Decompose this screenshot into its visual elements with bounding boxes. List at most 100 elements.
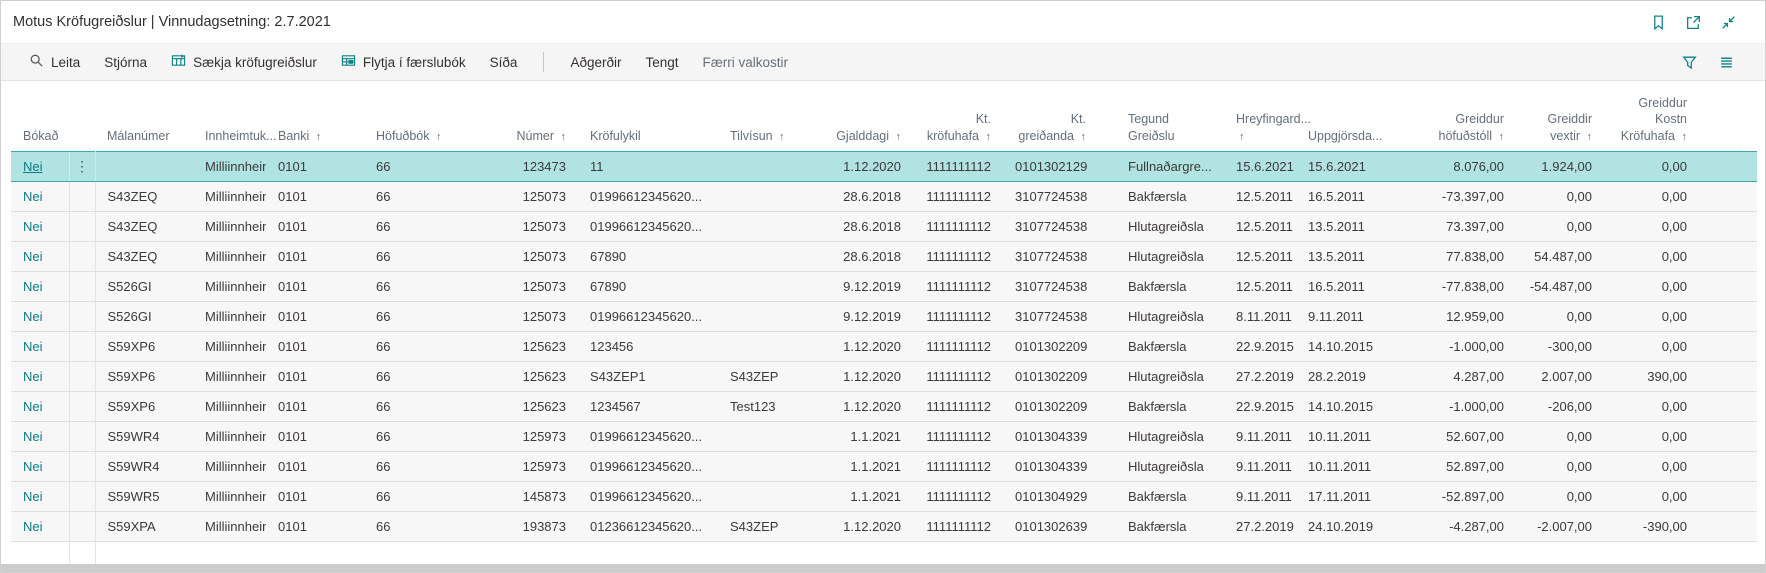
cell-hofudbok[interactable]: 66 [364, 181, 463, 212]
bokad-link[interactable]: Nei [23, 248, 43, 264]
bokad-link[interactable]: Nei [23, 338, 43, 354]
cell-banki[interactable]: 0101 [266, 271, 364, 302]
cell-tilvisun[interactable]: S43ZEP [718, 361, 818, 392]
cell-kt_krofuhafa[interactable]: 1111111112 [913, 181, 1003, 212]
table-row[interactable]: NeiS59XP6Milliinnheim...010166125623S43Z… [11, 361, 1757, 392]
manage-menu[interactable]: Stjórna [104, 54, 148, 70]
column-header-tegund[interactable]: Tegund Greiðslu [1128, 112, 1175, 143]
cell-tegund[interactable]: Hlutagreiðsla [1116, 301, 1224, 332]
cell-g_vextir[interactable]: 0,00 [1516, 421, 1604, 452]
column-header-bokad[interactable]: Bókað [23, 128, 59, 143]
cell-gjalddagi[interactable]: 1.1.2021 [818, 451, 913, 482]
cell-g_kostn[interactable]: 0,00 [1604, 211, 1699, 242]
cell-bokad[interactable]: Nei [11, 241, 69, 272]
cell-kt_krofuhafa[interactable]: 1111111112 [913, 451, 1003, 482]
cell-malanumer[interactable]: S526GI [95, 271, 193, 302]
cell-hreyfingard[interactable]: 27.2.2019 [1224, 511, 1296, 542]
cell-gjalddagi[interactable]: 1.12.2020 [818, 331, 913, 362]
cell-numer[interactable]: 125973 [463, 421, 578, 452]
column-header-malanumer[interactable]: Málanúmer [107, 128, 170, 143]
fetch-payments-button[interactable]: Sækja kröfugreiðslur [159, 43, 329, 81]
search-button[interactable]: Leita [17, 43, 92, 81]
cell-uppgjorsda[interactable]: 14.10.2015 [1296, 331, 1388, 362]
cell-g_vextir[interactable]: 0,00 [1516, 211, 1604, 242]
cell-innheimtuk[interactable]: Milliinnheim... [193, 421, 266, 452]
bokad-link[interactable]: Nei [23, 398, 43, 414]
cell-uppgjorsda[interactable]: 13.5.2011 [1296, 211, 1388, 242]
cell-innheimtuk[interactable]: Milliinnheim... [193, 391, 266, 422]
column-header-g_vextir[interactable]: Greiddir vextir ↑ [1547, 112, 1592, 143]
cell-kt_greidanda[interactable]: 3107724538 [1003, 241, 1098, 272]
cell-tegund[interactable]: Bakfærsla [1116, 181, 1224, 212]
cell-g_vextir[interactable]: 2.007,00 [1516, 361, 1604, 392]
cell-hreyfingard[interactable]: 22.9.2015 [1224, 331, 1296, 362]
cell-g_vextir[interactable]: 0,00 [1516, 481, 1604, 512]
cell-kt_krofuhafa[interactable]: 1111111112 [913, 481, 1003, 512]
column-header-kt_krofuhafa[interactable]: Kt. kröfuhafa ↑ [926, 112, 991, 143]
cell-malanumer[interactable]: S59WR4 [95, 421, 193, 452]
bokad-link[interactable]: Nei [23, 368, 43, 384]
cell-g_kostn[interactable]: 0,00 [1604, 451, 1699, 482]
table-row[interactable]: Nei S59WR4Milliinnheim...0101661259730199… [11, 451, 1757, 482]
row-menu-cell[interactable] [68, 331, 96, 362]
row-menu-cell[interactable] [68, 391, 96, 422]
cell-malanumer[interactable]: S59WR4 [95, 451, 193, 482]
row-menu-cell[interactable] [68, 481, 96, 512]
cell-g_hofudstoll[interactable]: 73.397,00 [1388, 211, 1516, 242]
cell-hofudbok[interactable]: 66 [364, 421, 463, 452]
table-row[interactable]: Nei S59XP6Milliinnheim...0101661256231234… [11, 331, 1757, 362]
cell-innheimtuk[interactable]: Milliinnheim... [193, 361, 266, 392]
cell-bokad[interactable]: Nei [11, 211, 69, 242]
bokad-link[interactable]: Nei [23, 278, 43, 294]
column-header-tilvisun[interactable]: Tilvísun ↑ [730, 128, 785, 143]
cell-tegund[interactable]: Hlutagreiðsla [1116, 451, 1224, 482]
cell-kt_krofuhafa[interactable]: 1111111112 [913, 421, 1003, 452]
cell-kt_krofuhafa[interactable]: 1111111112 [913, 241, 1003, 272]
page-menu[interactable]: Síða [489, 54, 518, 70]
cell-banki[interactable]: 0101 [266, 150, 364, 182]
cell-numer[interactable]: 125073 [463, 301, 578, 332]
row-menu-cell[interactable] [68, 451, 96, 482]
cell-hofudbok[interactable]: 66 [364, 331, 463, 362]
open-in-new-icon[interactable] [1683, 12, 1704, 33]
cell-hofudbok[interactable]: 66 [364, 271, 463, 302]
column-header-krofulykil[interactable]: Kröfulykil [590, 128, 641, 143]
cell-tilvisun[interactable] [718, 181, 818, 212]
cell-uppgjorsda[interactable]: 10.11.2011 [1296, 451, 1388, 482]
cell-tilvisun[interactable]: Test123 [718, 391, 818, 422]
cell-uppgjorsda[interactable]: 28.2.2019 [1296, 361, 1388, 392]
cell-tilvisun[interactable] [718, 451, 818, 482]
cell-kt_greidanda[interactable]: 0101304339 [1003, 451, 1098, 482]
cell-hreyfingard[interactable]: 12.5.2011 [1224, 271, 1296, 302]
cell-kt_greidanda[interactable]: 3107724538 [1003, 271, 1098, 302]
cell-malanumer[interactable]: S59XP6 [95, 391, 193, 422]
cell-gjalddagi[interactable]: 1.12.2020 [818, 511, 913, 542]
cell-innheimtuk[interactable]: Milliinnheim... [193, 211, 266, 242]
cell-krofulykil[interactable]: 01996612345620... [578, 301, 718, 332]
cell-malanumer[interactable]: S59XP6 [95, 361, 193, 392]
cell-uppgjorsda[interactable]: 9.11.2011 [1296, 301, 1388, 332]
cell-tilvisun[interactable] [718, 301, 818, 332]
cell-hreyfingard[interactable]: 12.5.2011 [1224, 181, 1296, 212]
cell-g_hofudstoll[interactable]: -73.397,00 [1388, 181, 1516, 212]
cell-gjalddagi[interactable]: 1.12.2020 [818, 391, 913, 422]
column-header-banki[interactable]: Banki ↑ [278, 128, 322, 143]
cell-banki[interactable]: 0101 [266, 181, 364, 212]
bokad-link[interactable]: Nei [23, 488, 43, 504]
cell-banki[interactable]: 0101 [266, 481, 364, 512]
cell-uppgjorsda[interactable]: 24.10.2019 [1296, 511, 1388, 542]
cell-g_kostn[interactable]: 0,00 [1604, 391, 1699, 422]
cell-hreyfingard[interactable]: 27.2.2019 [1224, 361, 1296, 392]
cell-g_hofudstoll[interactable]: 52.897,00 [1388, 451, 1516, 482]
cell-hreyfingard[interactable]: 9.11.2011 [1224, 451, 1296, 482]
bokad-link[interactable]: Nei [23, 218, 43, 234]
cell-g_kostn[interactable]: 0,00 [1604, 271, 1699, 302]
cell-numer[interactable]: 125073 [463, 211, 578, 242]
cell-g_vextir[interactable]: 54.487,00 [1516, 241, 1604, 272]
cell-numer[interactable]: 125973 [463, 451, 578, 482]
cell-malanumer[interactable]: S526GI [95, 301, 193, 332]
bookmark-icon[interactable] [1648, 12, 1669, 33]
cell-tilvisun[interactable] [718, 271, 818, 302]
cell-tilvisun[interactable] [718, 331, 818, 362]
cell-krofulykil[interactable]: 11 [578, 150, 718, 182]
